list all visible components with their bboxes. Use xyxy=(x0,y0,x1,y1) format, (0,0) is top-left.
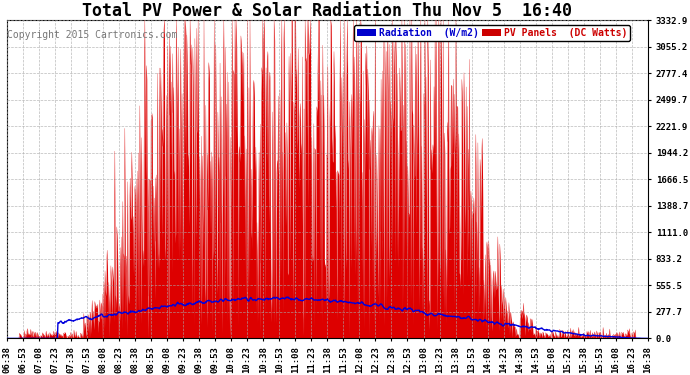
Text: Copyright 2015 Cartronics.com: Copyright 2015 Cartronics.com xyxy=(7,30,177,40)
Legend: Radiation  (W/m2), PV Panels  (DC Watts): Radiation (W/m2), PV Panels (DC Watts) xyxy=(353,25,631,41)
Title: Total PV Power & Solar Radiation Thu Nov 5  16:40: Total PV Power & Solar Radiation Thu Nov… xyxy=(82,2,572,20)
